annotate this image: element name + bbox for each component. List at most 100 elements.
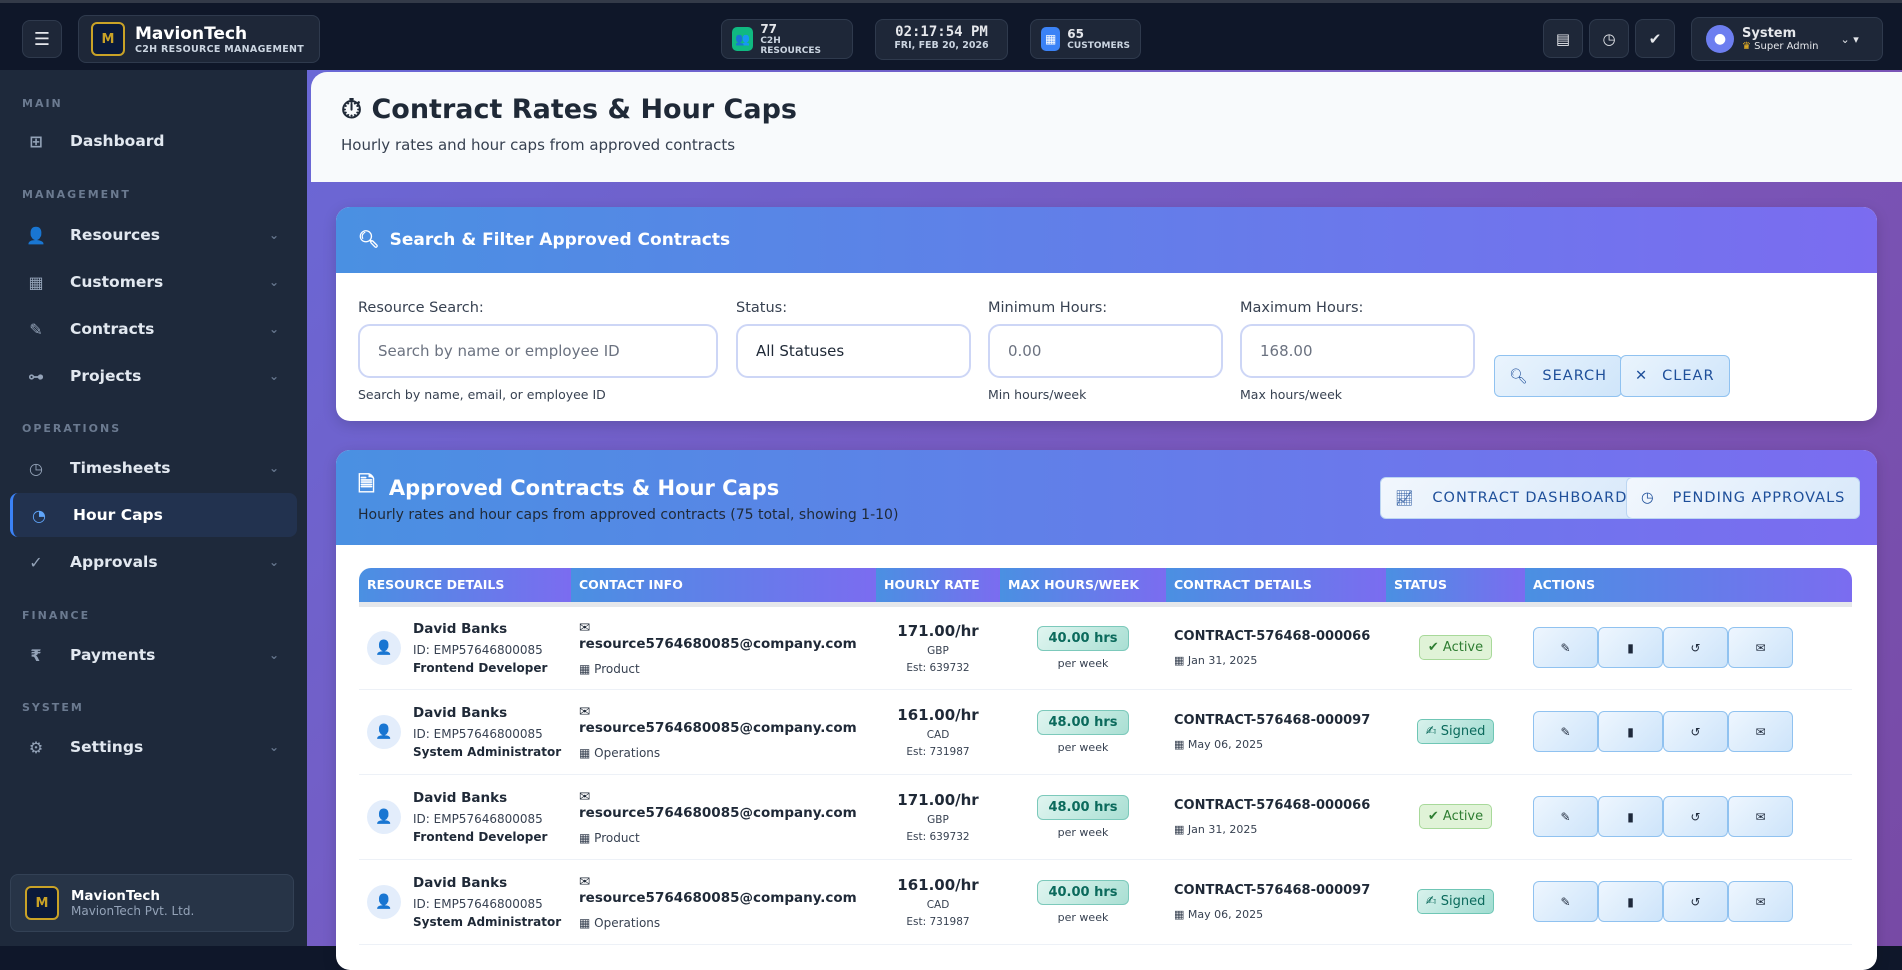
view-contract-button[interactable]: ▮ (1598, 796, 1663, 837)
customers-stat[interactable]: ▦ 65 CUSTOMERS (1030, 19, 1141, 59)
status-label: Status: (736, 300, 788, 316)
view-contract-button[interactable]: ▮ (1598, 711, 1663, 752)
currency: GBP (927, 644, 949, 657)
email[interactable]: resource5764680085@company.com (579, 889, 857, 906)
email[interactable]: resource5764680085@company.com (579, 804, 857, 821)
chevron-down-icon: ⌄ (268, 648, 279, 662)
building-icon: ▦ (28, 272, 44, 292)
resource-role: System Administrator (413, 744, 562, 759)
column-header[interactable]: CONTACT INFO (571, 568, 876, 607)
min-hours-input[interactable]: 0.00 (988, 324, 1223, 378)
main-content: ⏱ Contract Rates & Hour Caps Hourly rate… (307, 70, 1902, 970)
edit-button[interactable]: ✎ (1533, 881, 1598, 922)
history-button[interactable]: ↺ (1663, 711, 1728, 752)
edit-button[interactable]: ✎ (1533, 796, 1598, 837)
user-menu[interactable]: ● System ♛ Super Admin ⌄ ▾ (1691, 17, 1883, 61)
brand-name: MavionTech (135, 23, 248, 44)
table-row: 👤 David Banks ID: EMP57646800085 System Ad… (359, 859, 1852, 945)
check-circle-icon: ✔ (1648, 29, 1662, 48)
view-contract-button[interactable]: ▮ (1598, 881, 1663, 922)
clock-button[interactable]: ◷ (1589, 19, 1629, 58)
resource-name: David Banks (413, 620, 508, 637)
status-badge: ✔ Active (1418, 635, 1493, 660)
column-header[interactable]: STATUS (1386, 568, 1525, 607)
sidebar-item-projects[interactable]: ⊶ Projects ⌄ (10, 354, 297, 398)
contract-dashboard-button[interactable]: 📈︎ CONTRACT DASHBOARD (1380, 477, 1643, 519)
search-button[interactable]: 🔍︎ SEARCH (1494, 355, 1623, 397)
sidebar-item-customers[interactable]: ▦ Customers ⌄ (10, 260, 297, 304)
clock: 02:17:54 PM FRI, FEB 20, 2026 (875, 19, 1008, 60)
sidebar-item-settings[interactable]: ⚙ Settings ⌄ (10, 725, 297, 769)
check-button[interactable]: ✔ (1635, 19, 1675, 58)
clock-date: FRI, FEB 20, 2026 (894, 40, 989, 51)
status-icon: ✍ (1425, 894, 1437, 909)
edit-icon: ✎ (1560, 894, 1571, 909)
status-badge: ✍ Signed (1416, 719, 1495, 744)
pending-approvals-button[interactable]: ◷ PENDING APPROVALS (1626, 477, 1861, 519)
label: Payments (70, 646, 156, 664)
email[interactable]: resource5764680085@company.com (579, 719, 857, 736)
envelope-icon: ✉ (1755, 640, 1766, 655)
clear-button[interactable]: ✕ CLEAR (1620, 355, 1730, 397)
brand-subtitle: C2H RESOURCE MANAGEMENT (135, 43, 305, 55)
edit-icon: ✎ (1560, 809, 1571, 824)
employee-id: ID: EMP57646800085 (413, 726, 543, 741)
email[interactable]: resource5764680085@company.com (579, 635, 857, 652)
calendar-button[interactable]: ▤ (1543, 19, 1583, 58)
filter-card: 🔍︎ Search & Filter Approved Contracts Res… (336, 207, 1877, 421)
sidebar-item-contracts[interactable]: ✎ Contracts ⌄ (10, 307, 297, 351)
label: PENDING APPROVALS (1672, 490, 1846, 506)
history-button[interactable]: ↺ (1663, 627, 1728, 668)
column-header[interactable]: CONTRACT DETAILS (1166, 568, 1386, 607)
sidebar-item-dashboard[interactable]: ⊞ Dashboard (10, 119, 297, 163)
chevron-down-icon: ⌄ ▾ (1840, 32, 1859, 46)
column-header[interactable]: RESOURCE DETAILS (359, 568, 571, 607)
chevron-down-icon: ⌄ (268, 275, 279, 289)
history-button[interactable]: ↺ (1663, 796, 1728, 837)
min-hours-hint: Min hours/week (988, 387, 1087, 402)
contract-date: Jan 31, 2025 (1187, 822, 1258, 836)
contract-date: May 06, 2025 (1187, 737, 1264, 751)
resources-stat[interactable]: 👥 77 C2H RESOURCES (721, 19, 853, 59)
column-header[interactable]: HOURLY RATE (876, 568, 1000, 607)
email-button[interactable]: ✉ (1728, 881, 1793, 922)
envelope-icon: ✉ (579, 873, 591, 890)
email-button[interactable]: ✉ (1728, 796, 1793, 837)
view-contract-button[interactable]: ▮ (1598, 627, 1663, 668)
history-button[interactable]: ↺ (1663, 881, 1728, 922)
edit-button[interactable]: ✎ (1533, 711, 1598, 752)
resource-search-input[interactable]: Search by name or employee ID (358, 324, 718, 378)
edit-button[interactable]: ✎ (1533, 627, 1598, 668)
rupee-icon: ₹ (30, 645, 42, 665)
sidebar-item-resources[interactable]: 👤 Resources ⌄ (10, 213, 297, 257)
estimate: Est: 731987 (906, 745, 970, 758)
envelope-icon: ✉ (1755, 724, 1766, 739)
footer-subtitle: MavionTech Pvt. Ltd. (71, 904, 195, 918)
contract-date: Jan 31, 2025 (1187, 653, 1258, 667)
history-icon: ↺ (1690, 894, 1701, 909)
stopwatch-icon: ⏱ (341, 94, 363, 125)
building-icon: ▦ (1041, 27, 1061, 51)
sidebar-item-hour-caps[interactable]: ◔ Hour Caps (10, 493, 297, 537)
top-bar: ☰ M MavionTech C2H RESOURCE MANAGEMENT 👥 … (0, 0, 1902, 70)
contracts-table: RESOURCE DETAILS CONTACT INFO HOURLY RAT… (359, 568, 1852, 945)
per-week: per week (1057, 825, 1109, 839)
brand[interactable]: M MavionTech C2H RESOURCE MANAGEMENT (78, 15, 320, 63)
label: Approvals (70, 553, 158, 571)
email-button[interactable]: ✉ (1728, 711, 1793, 752)
column-header[interactable]: ACTIONS (1525, 568, 1852, 607)
column-header[interactable]: MAX HOURS/WEEK (1000, 568, 1166, 607)
sidebar-item-approvals[interactable]: ✓ Approvals ⌄ (10, 540, 297, 584)
max-hours-input[interactable]: 168.00 (1240, 324, 1475, 378)
filter-title: Search & Filter Approved Contracts (389, 230, 731, 250)
resource-name: David Banks (413, 874, 508, 891)
max-hours-badge: 48.00 hrs (1037, 794, 1129, 820)
search-icon: 🔍︎ (358, 230, 380, 250)
hamburger-menu-button[interactable]: ☰ (22, 20, 62, 58)
history-icon: ↺ (1690, 809, 1701, 824)
status-select[interactable]: All Statuses (736, 324, 971, 378)
max-hours-hint: Max hours/week (1240, 387, 1343, 402)
sidebar-item-timesheets[interactable]: ◷ Timesheets ⌄ (10, 446, 297, 490)
sidebar-item-payments[interactable]: ₹ Payments ⌄ (10, 633, 297, 677)
email-button[interactable]: ✉ (1728, 627, 1793, 668)
